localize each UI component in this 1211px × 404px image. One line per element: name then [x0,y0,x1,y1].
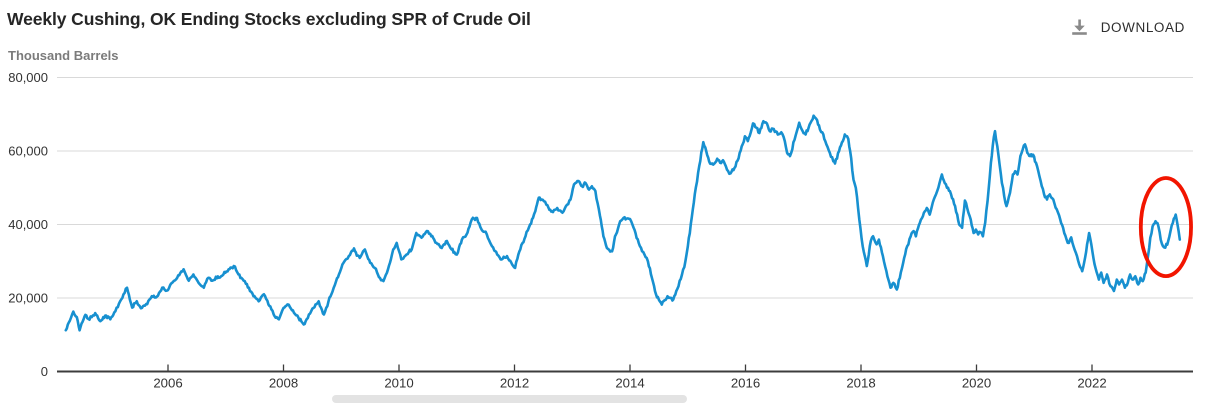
x-axis-label: 2010 [384,376,413,391]
download-label: DOWNLOAD [1100,19,1185,35]
y-axis-label: 60,000 [8,144,48,159]
y-axis-label: 0 [41,364,48,379]
y-axis-label: 20,000 [8,291,48,306]
chart-units-label: Thousand Barrels [8,48,119,63]
horizontal-scrollbar-thumb[interactable] [332,395,687,403]
highlight-ellipse-annotation [1138,176,1193,279]
chart-title: Weekly Cushing, OK Ending Stocks excludi… [7,9,531,29]
x-axis-label: 2016 [731,376,760,391]
x-axis-label: 2018 [846,376,875,391]
y-axis-label: 80,000 [8,70,48,85]
x-axis-label: 2008 [269,376,298,391]
x-axis-label: 2022 [1077,376,1106,391]
x-axis-label: 2014 [615,376,644,391]
x-axis-label: 2006 [153,376,182,391]
y-axis-label: 40,000 [8,217,48,232]
stocks-line-series [64,114,1182,332]
x-axis-label: 2020 [962,376,991,391]
x-axis-label: 2012 [500,376,529,391]
download-button[interactable]: DOWNLOAD [1069,17,1187,37]
download-icon [1071,19,1088,35]
